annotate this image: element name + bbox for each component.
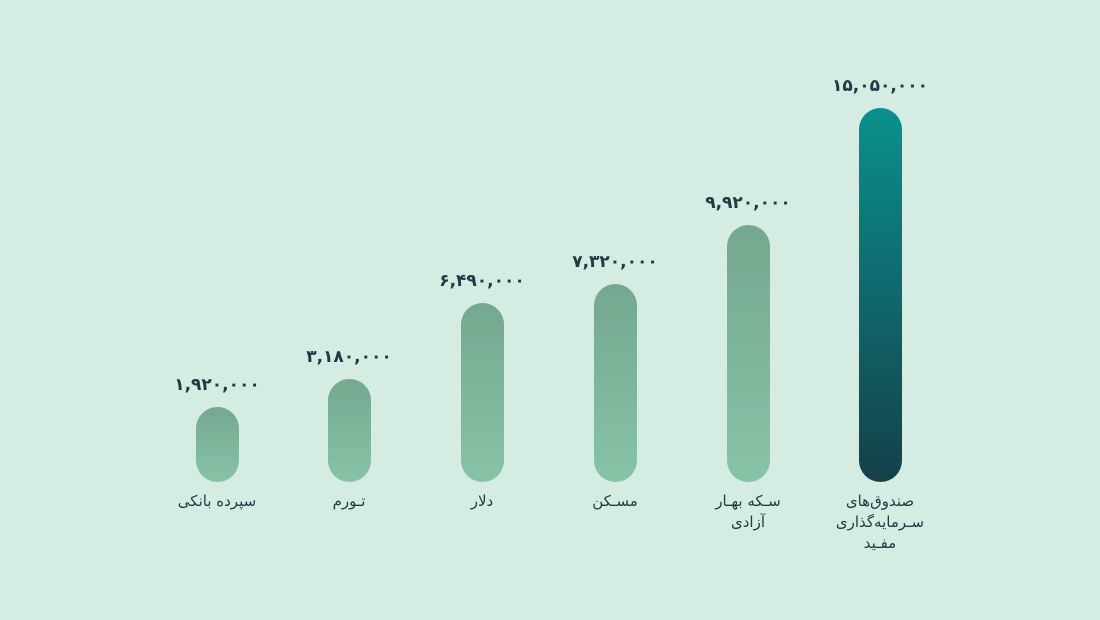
category-label: سـکه بهـار آزادی — [715, 492, 781, 531]
data-label: ۶,۴۹۰,۰۰۰ — [439, 271, 525, 292]
bar — [726, 225, 770, 482]
bar — [460, 303, 504, 482]
data-label: ۱۵,۰۵۰,۰۰۰ — [832, 76, 928, 97]
category-label: مسـکن — [592, 492, 638, 510]
data-label: ۱,۹۲۰,۰۰۰ — [174, 375, 260, 396]
category-label: سپرده بانکی — [177, 492, 257, 510]
bar — [858, 108, 902, 482]
data-label: ۷,۳۲۰,۰۰۰ — [572, 252, 658, 273]
data-label: ۳,۱۸۰,۰۰۰ — [306, 346, 392, 367]
data-label: ۹,۹۲۰,۰۰۰ — [705, 193, 791, 214]
bar — [195, 407, 239, 482]
category-label: تـورم — [332, 492, 366, 510]
bar — [593, 284, 637, 482]
category-label: دلار — [470, 492, 494, 510]
category-label: صندوق‌های سـرمایه‌گذاری مفـید — [835, 492, 925, 552]
bar — [327, 378, 371, 482]
